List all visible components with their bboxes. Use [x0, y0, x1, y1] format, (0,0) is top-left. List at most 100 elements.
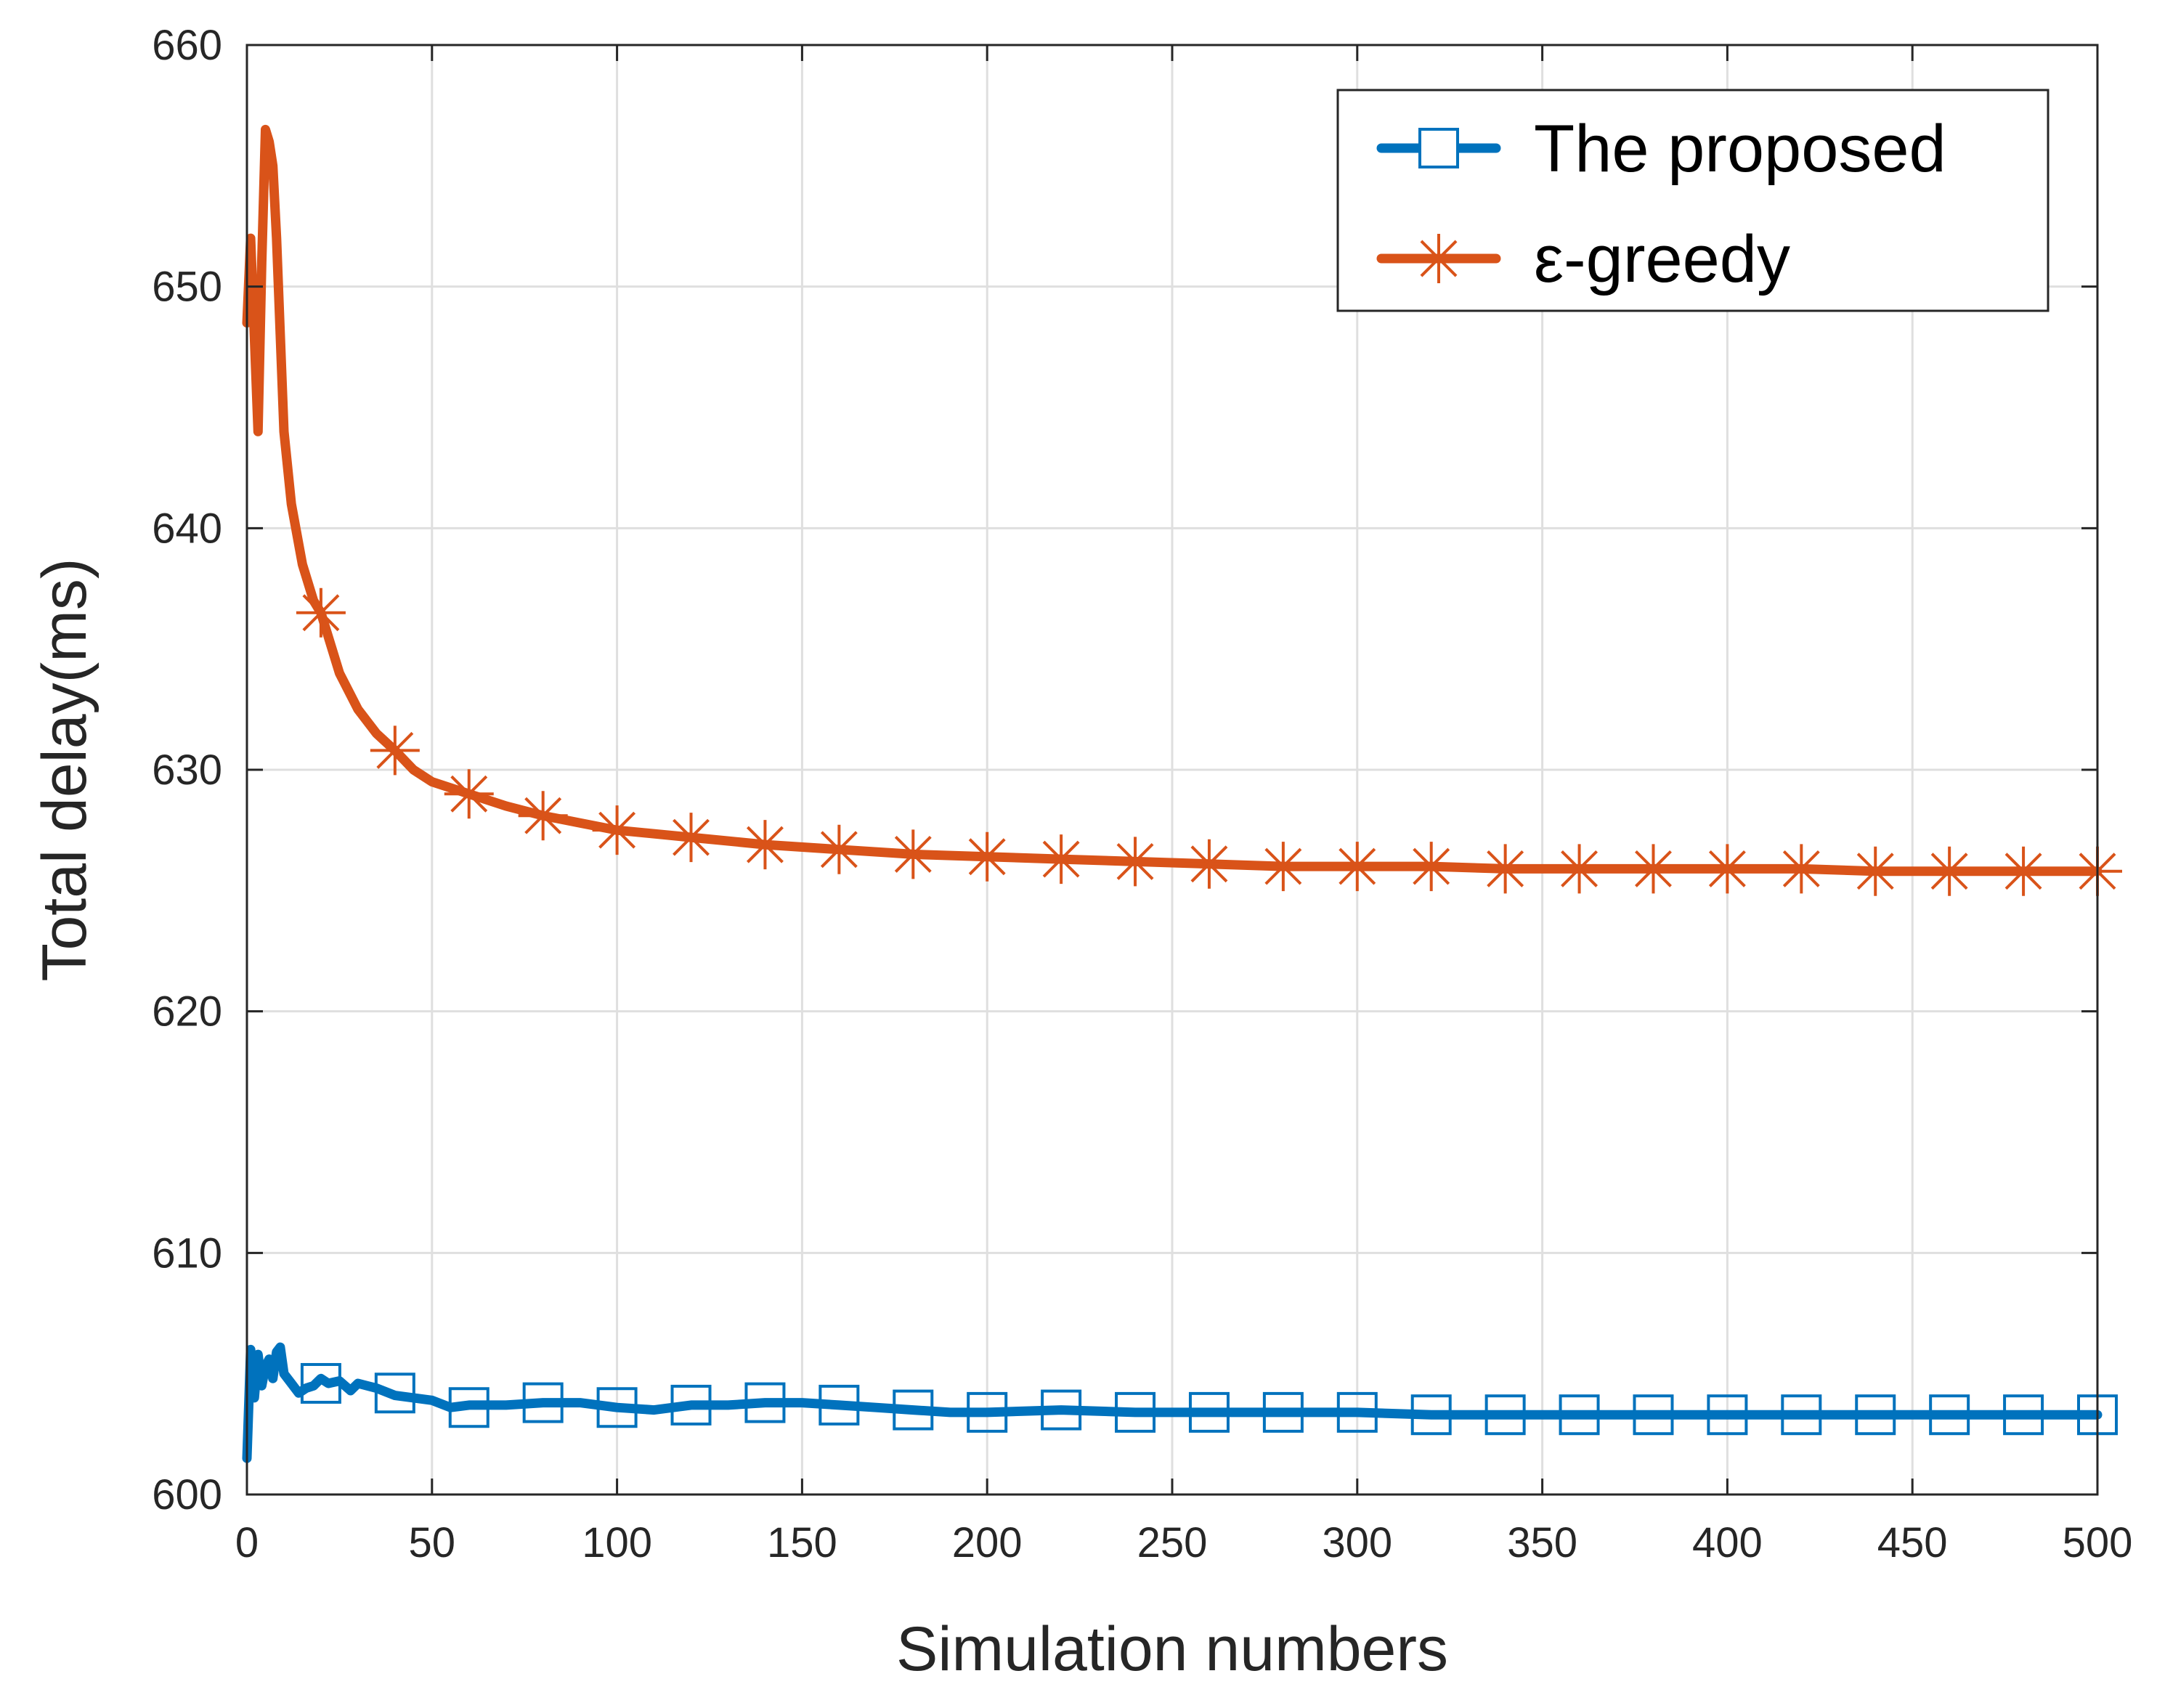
marker-star-stroke [746, 826, 784, 863]
marker-star [1702, 844, 1752, 894]
marker-star [518, 791, 568, 841]
x-axis-title: Simulation numbers [896, 1614, 1448, 1684]
marker-square [967, 1391, 1008, 1433]
marker-star-stroke [673, 818, 710, 856]
marker-star-stroke [1487, 850, 1524, 887]
marker-star-stroke [820, 831, 858, 869]
marker-square [670, 1384, 712, 1426]
series-line-0 [242, 1342, 2103, 1463]
y-tick-label: 630 [152, 747, 222, 794]
marker-square [893, 1389, 934, 1431]
marker-star-stroke [968, 838, 1006, 876]
marker-star-stroke [1190, 845, 1228, 883]
marker-star-stroke [376, 731, 414, 769]
marker-square [1929, 1394, 1970, 1436]
marker-star-stroke [302, 594, 340, 632]
y-tick-label: 610 [152, 1229, 222, 1277]
marker-square [1707, 1394, 1748, 1436]
marker-star [592, 805, 642, 855]
marker-square [448, 1387, 490, 1428]
marker-star-stroke [598, 811, 636, 849]
marker-square [744, 1382, 786, 1423]
marker-square [522, 1382, 564, 1423]
marker-square [374, 1372, 415, 1414]
x-tick-label: 250 [1137, 1519, 1208, 1566]
marker-star [1258, 842, 1308, 892]
marker-square [818, 1384, 860, 1426]
marker-square [2003, 1394, 2044, 1436]
marker-star-stroke [1116, 842, 1154, 880]
marker-star [1925, 846, 1975, 896]
series-layer [242, 124, 2122, 1463]
marker-square [1781, 1394, 1822, 1436]
marker-star-stroke [894, 835, 932, 873]
marker-square [1115, 1391, 1156, 1433]
marker-star-stroke [1264, 847, 1302, 885]
marker-star [888, 829, 938, 879]
y-tick-label: 660 [152, 22, 222, 69]
marker-star-stroke [1561, 850, 1599, 887]
marker-star [1184, 839, 1234, 889]
marker-star-stroke [1413, 847, 1450, 885]
x-tick-label: 450 [1877, 1519, 1948, 1566]
marker-star [1999, 846, 2049, 896]
y-tick-label: 640 [152, 505, 222, 552]
marker-star [1851, 846, 1901, 896]
legend: The proposed ε-greedy [1336, 89, 2050, 312]
legend-marker-square [1418, 128, 1459, 168]
x-tick-label: 200 [952, 1519, 1023, 1566]
marker-star-stroke [1339, 847, 1376, 885]
marker-square [1041, 1389, 1082, 1431]
marker-square [1633, 1394, 1674, 1436]
series-line-1 [242, 124, 2103, 877]
y-tick-label: 650 [152, 264, 222, 311]
marker-square [1188, 1391, 1230, 1433]
marker-star-stroke [1635, 850, 1672, 887]
marker-star-stroke [524, 797, 562, 834]
marker-square [300, 1362, 341, 1404]
marker-star [1628, 844, 1678, 894]
marker-square [1262, 1391, 1304, 1433]
tick-labels: 0 50 100 150 200 250 300 350 400 450 500 600 610 620 6… [152, 22, 2132, 1566]
x-tick-label: 300 [1322, 1519, 1392, 1566]
marker-star-stroke [1930, 853, 1968, 890]
marker-star-stroke [1782, 850, 1820, 887]
marker-star [1036, 834, 1086, 884]
marker-star-stroke [2004, 853, 2042, 890]
marker-star-stroke [1708, 850, 1746, 887]
legend-star-stroke [1420, 240, 1458, 277]
marker-square [1855, 1394, 1896, 1436]
x-tick-label: 500 [2063, 1519, 2133, 1566]
x-tick-label: 150 [767, 1519, 837, 1566]
marker-star [666, 813, 716, 863]
marker-star [1332, 842, 1382, 892]
y-tick-label: 620 [152, 988, 222, 1036]
marker-star [1406, 842, 1456, 892]
marker-star [370, 725, 420, 776]
marker-star [444, 769, 494, 819]
marker-square [596, 1387, 638, 1428]
x-tick-label: 400 [1692, 1519, 1763, 1566]
axes [245, 44, 2099, 1496]
y-axis-title: Total delay(ms) [30, 558, 99, 981]
marker-star [1480, 844, 1530, 894]
marker-star [1110, 837, 1161, 887]
legend-entries [1376, 128, 1501, 283]
legend-marker-star [1414, 234, 1463, 283]
marker-star [1554, 844, 1604, 894]
marker-square [1559, 1394, 1600, 1436]
legend-label-egreedy: ε-greedy [1534, 222, 1790, 296]
x-tick-label: 50 [409, 1519, 456, 1566]
x-tick-label: 350 [1507, 1519, 1577, 1566]
marker-star-stroke [450, 775, 488, 813]
marker-square [1336, 1391, 1378, 1433]
marker-star [296, 587, 346, 638]
legend-label-proposed: The proposed [1534, 112, 1946, 186]
x-tick-label: 0 [235, 1519, 259, 1566]
marker-star [962, 831, 1012, 882]
marker-star-stroke [1042, 840, 1080, 878]
marker-star [740, 820, 790, 870]
marker-square [1410, 1394, 1452, 1436]
